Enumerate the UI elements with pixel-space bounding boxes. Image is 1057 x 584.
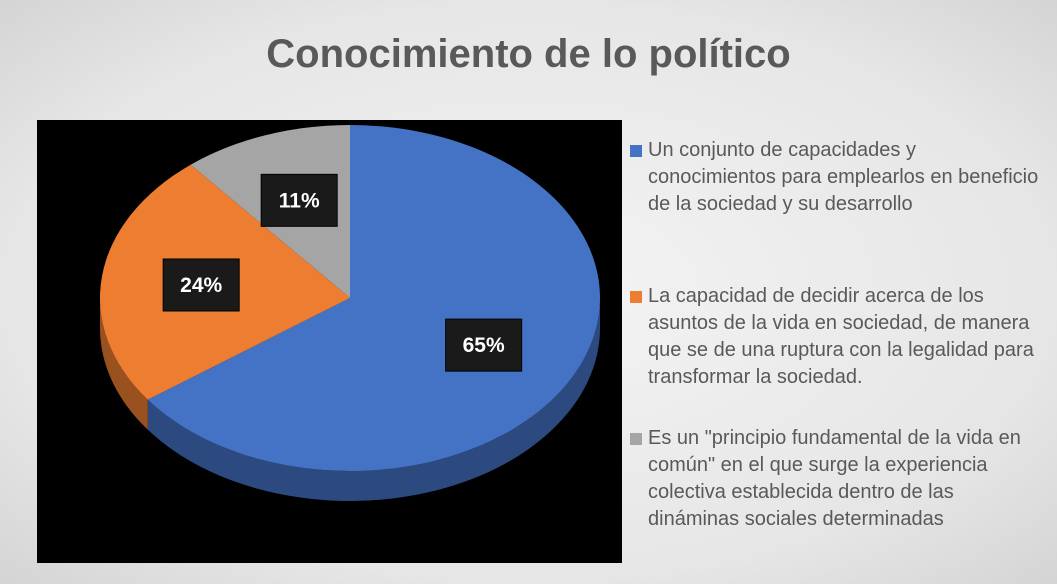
data-label-box <box>445 318 523 372</box>
data-label-box <box>260 173 338 227</box>
legend-item: Un conjunto de capacidades y conocimient… <box>630 137 1045 218</box>
slice <box>147 125 600 471</box>
legend-label: Un conjunto de capacidades y conocimient… <box>648 139 1039 215</box>
legend-label: Es un "principio fundamental de la vida … <box>648 427 1021 530</box>
legend-swatch <box>630 433 642 445</box>
data-label: 24% <box>180 274 222 297</box>
data-label: 65% <box>463 334 505 357</box>
chart-title: Conocimiento de lo político <box>266 32 791 76</box>
legend-swatch <box>630 291 642 303</box>
legend-item: La capacidad de decidir acerca de los as… <box>630 283 1045 391</box>
slice-side <box>100 298 148 430</box>
data-label: 11% <box>279 189 320 212</box>
slice-side <box>147 298 600 501</box>
legend-swatch <box>630 145 642 157</box>
legend-item: Es un "principio fundamental de la vida … <box>630 425 1045 533</box>
legend-label: La capacidad de decidir acerca de los as… <box>648 285 1034 388</box>
data-label-box <box>162 258 240 312</box>
